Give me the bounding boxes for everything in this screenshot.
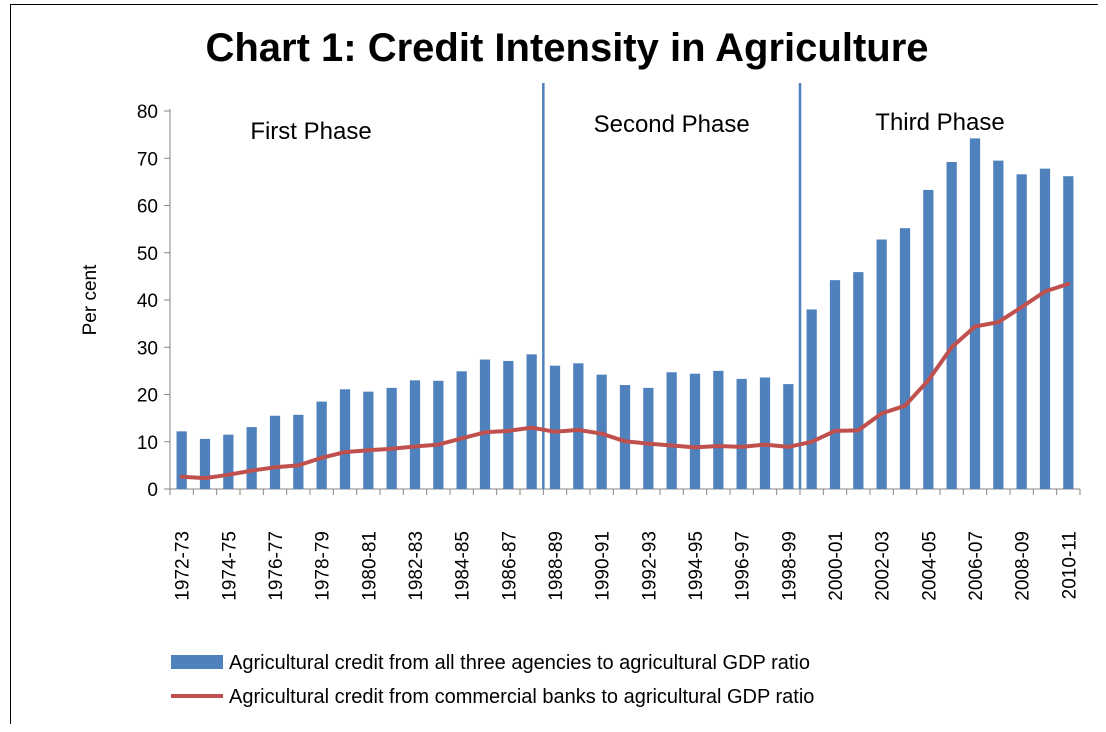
phase-label: First Phase xyxy=(250,118,371,145)
bar xyxy=(993,160,1004,490)
bar xyxy=(386,387,397,489)
phase-label: Second Phase xyxy=(594,111,750,138)
bar xyxy=(479,359,491,489)
x-tick-label: 1988-89 xyxy=(546,531,567,601)
bar xyxy=(946,162,957,489)
x-tick-label: 1972-73 xyxy=(173,531,194,601)
x-tick-label: 1990-91 xyxy=(593,531,614,601)
chart-title: Chart 1: Credit Intensity in Agriculture xyxy=(205,26,928,70)
chart-frame: Chart 1: Credit Intensity in Agriculture… xyxy=(10,4,1098,724)
bar xyxy=(223,434,234,489)
bar xyxy=(899,228,911,489)
bar xyxy=(689,373,701,489)
chart-svg: Chart 1: Credit Intensity in Agriculture… xyxy=(80,26,1081,708)
bar xyxy=(199,438,211,489)
x-tick-label: 2008-09 xyxy=(1013,531,1034,601)
axes-layer: 0 10 20 30 40 50 60 70 80 Per cent xyxy=(80,102,1081,501)
x-tick-label: 1976-77 xyxy=(266,531,287,601)
bar xyxy=(783,384,794,489)
phase-label: Third Phase xyxy=(875,109,1004,136)
legend-bar-label: Agricultural credit from all three agenc… xyxy=(229,652,810,674)
y-tick-label: 20 xyxy=(137,386,158,407)
bar xyxy=(526,354,537,489)
y-axis-label: Per cent xyxy=(80,264,101,335)
bars-layer xyxy=(176,138,1074,490)
bar xyxy=(969,138,981,489)
x-tick-label: 1980-81 xyxy=(359,531,380,601)
bar xyxy=(619,385,631,489)
bar xyxy=(1063,176,1074,489)
x-tick-label: 2004-05 xyxy=(919,531,940,601)
x-tick-label: 1982-83 xyxy=(406,531,427,601)
bar xyxy=(363,391,374,489)
bar xyxy=(409,380,421,489)
x-tick-label: 1992-93 xyxy=(639,531,660,601)
bar xyxy=(736,378,747,489)
bar xyxy=(269,415,281,489)
x-tick-label: 1986-87 xyxy=(499,531,520,601)
bar xyxy=(923,189,934,489)
bar xyxy=(176,431,187,489)
y-tick-label: 40 xyxy=(137,291,158,312)
x-tick-label: 1994-95 xyxy=(686,531,707,601)
x-tick-label: 1984-85 xyxy=(453,531,474,601)
bar xyxy=(853,272,864,489)
y-tick-label: 80 xyxy=(137,102,158,123)
bar xyxy=(666,372,677,489)
bar xyxy=(246,427,257,489)
y-tick-label: 30 xyxy=(137,338,158,359)
x-tick-label: 1978-79 xyxy=(313,531,334,601)
bar xyxy=(829,280,841,489)
bar xyxy=(1016,174,1027,489)
legend: Agricultural credit from all three agenc… xyxy=(171,652,814,708)
x-tick-label: 1974-75 xyxy=(219,531,240,601)
phase-labels: First Phase Second Phase Third Phase xyxy=(250,109,1004,145)
bar xyxy=(293,414,304,489)
y-tick-label: 0 xyxy=(147,480,158,501)
y-tick-label: 50 xyxy=(137,244,158,265)
bar xyxy=(643,387,654,489)
x-tick-label: 2000-01 xyxy=(826,531,847,601)
bar xyxy=(573,363,584,489)
bar xyxy=(1039,168,1051,489)
legend-line-label: Agricultural credit from commercial bank… xyxy=(229,686,814,708)
line-layer xyxy=(179,281,1071,481)
y-tick-label: 70 xyxy=(137,149,158,170)
y-tick-label: 60 xyxy=(137,197,158,218)
bar xyxy=(759,377,771,489)
phase-dividers xyxy=(542,83,802,489)
x-tick-label: 2010-11 xyxy=(1059,531,1080,599)
line-series xyxy=(179,281,1071,481)
bar xyxy=(339,389,351,489)
bar xyxy=(456,371,467,489)
x-tick-label: 2006-07 xyxy=(966,531,987,601)
bar xyxy=(876,239,887,489)
y-tick-label: 10 xyxy=(137,433,158,454)
bar xyxy=(806,309,817,489)
x-tick-label: 2002-03 xyxy=(873,531,894,601)
x-tick-label: 1998-99 xyxy=(779,531,800,601)
bar xyxy=(433,380,444,489)
bar xyxy=(503,360,514,489)
x-tick-labels: 1972-73 1974-75 1976-77 1978-79 1980-81 1982-… xyxy=(173,531,1081,601)
x-tick-label: 1996-97 xyxy=(733,531,754,601)
legend-bar-swatch xyxy=(171,655,223,669)
bar xyxy=(549,365,561,489)
bar xyxy=(713,370,724,489)
bar xyxy=(316,401,327,489)
